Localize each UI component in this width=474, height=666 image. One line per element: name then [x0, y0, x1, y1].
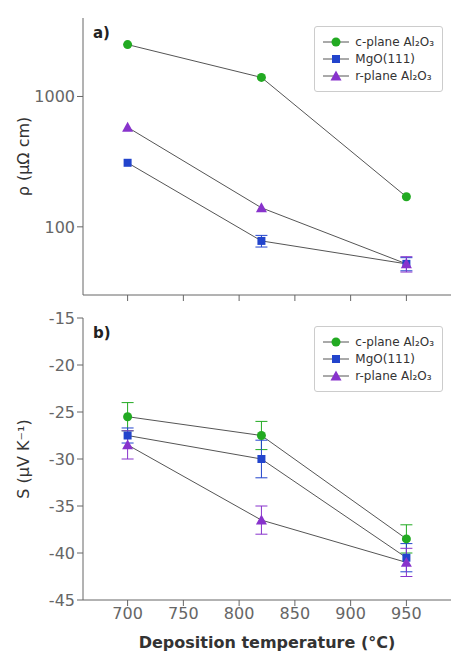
svg-text:850: 850 — [280, 604, 311, 623]
svg-text:-25: -25 — [49, 403, 75, 422]
html-text:MgO(111): MgO(111) — [355, 352, 415, 366]
svg-text:ρ (μΩ cm): ρ (μΩ cm) — [14, 117, 33, 197]
html-text:r-plane Al₂O₃: r-plane Al₂O₃ — [355, 69, 432, 83]
svg-text:950: 950 — [391, 604, 422, 623]
svg-text:1000: 1000 — [34, 87, 75, 106]
html-text:r-plane Al₂O₃: r-plane Al₂O₃ — [355, 369, 432, 383]
svg-text:Deposition temperature (°C): Deposition temperature (°C) — [139, 633, 396, 652]
svg-text:900: 900 — [335, 604, 366, 623]
svg-text:-15: -15 — [49, 309, 75, 328]
svg-text:-30: -30 — [49, 450, 75, 469]
html-text:MgO(111): MgO(111) — [355, 52, 415, 66]
html-text:a): a) — [93, 24, 110, 42]
svg-text:100: 100 — [44, 218, 75, 237]
html-text:c-plane Al₂O₃: c-plane Al₂O₃ — [355, 335, 434, 349]
svg-text:-35: -35 — [49, 497, 75, 516]
html-text:b): b) — [93, 324, 111, 342]
svg-text:-40: -40 — [49, 544, 75, 563]
html-text:c-plane Al₂O₃: c-plane Al₂O₃ — [355, 35, 434, 49]
svg-text:700: 700 — [112, 604, 143, 623]
svg-text:-45: -45 — [49, 591, 75, 610]
svg-text:750: 750 — [168, 604, 199, 623]
svg-text:-20: -20 — [49, 356, 75, 375]
svg-text:800: 800 — [224, 604, 255, 623]
svg-text:S (μV K⁻¹): S (μV K⁻¹) — [14, 419, 33, 498]
